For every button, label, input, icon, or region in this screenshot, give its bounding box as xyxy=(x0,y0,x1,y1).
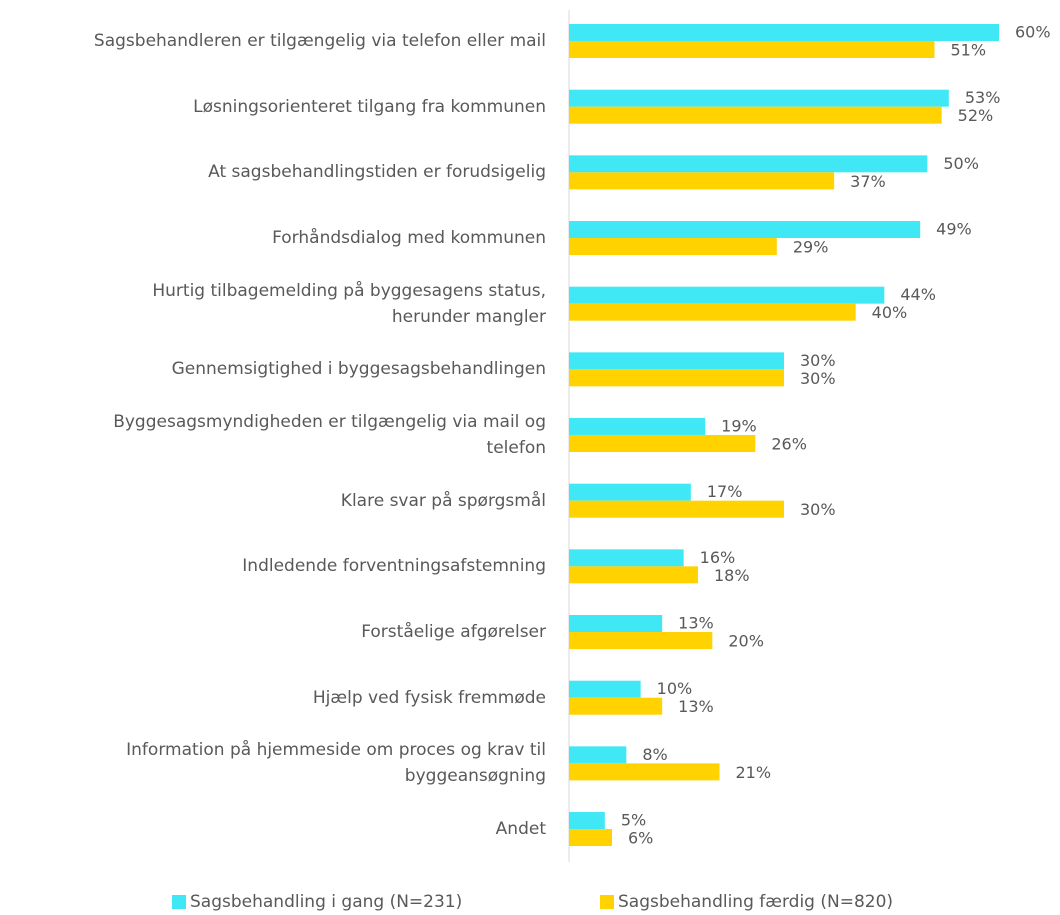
value-label: 50% xyxy=(943,154,979,173)
value-label: 10% xyxy=(657,679,693,698)
value-label: 26% xyxy=(771,435,807,454)
bar xyxy=(569,680,641,698)
value-label: 51% xyxy=(951,41,987,60)
value-label: 18% xyxy=(714,566,750,585)
value-label: 8% xyxy=(642,745,667,764)
category-label: Forhåndsdialog med kommunen xyxy=(272,228,546,248)
value-label: 60% xyxy=(1015,23,1051,42)
value-label: 49% xyxy=(936,220,972,239)
value-label: 37% xyxy=(850,172,886,191)
legend-item: Sagsbehandling færdig (N=820) xyxy=(600,890,893,914)
category-label: Forståelige afgørelser xyxy=(361,622,546,643)
value-label: 52% xyxy=(958,106,994,125)
value-label: 13% xyxy=(678,614,714,633)
bar xyxy=(569,352,784,370)
value-label: 53% xyxy=(965,88,1001,107)
bar xyxy=(569,483,691,501)
bar xyxy=(569,369,784,387)
value-label: 30% xyxy=(800,369,836,388)
bar xyxy=(569,615,663,633)
value-label: 40% xyxy=(872,303,908,322)
bar xyxy=(569,238,777,256)
value-label: 17% xyxy=(707,482,743,501)
legend-item: Sagsbehandling i gang (N=231) xyxy=(172,890,462,914)
value-label: 13% xyxy=(678,697,714,716)
bar xyxy=(569,89,949,107)
value-label: 30% xyxy=(800,351,836,370)
bar xyxy=(569,697,663,715)
bar xyxy=(569,155,928,173)
value-label: 21% xyxy=(736,763,772,782)
bar xyxy=(569,221,921,239)
bar xyxy=(569,632,713,650)
bar xyxy=(569,435,756,453)
category-label: Information på hjemmeside om proces og k… xyxy=(126,740,546,787)
legend-label: Sagsbehandling i gang (N=231) xyxy=(190,892,463,912)
bar xyxy=(569,303,856,321)
bar xyxy=(569,500,784,518)
bar xyxy=(569,24,999,41)
bar xyxy=(569,566,698,584)
category-label: Indledende forventningsafstemning xyxy=(242,556,546,577)
value-label: 16% xyxy=(700,548,736,567)
value-label: 44% xyxy=(900,285,936,304)
bar xyxy=(569,418,706,436)
bar xyxy=(569,829,612,847)
category-label: Hjælp ved fysisk fremmøde xyxy=(312,687,546,708)
value-label: 30% xyxy=(800,500,836,519)
bar xyxy=(569,812,605,830)
value-label: 29% xyxy=(793,238,829,257)
value-label: 19% xyxy=(721,417,757,436)
category-label: Sagsbehandleren er tilgængelig via telef… xyxy=(93,31,546,51)
category-label: Byggesagsmyndigheden er tilgængelig via … xyxy=(113,412,546,459)
legend-swatch xyxy=(172,895,186,909)
legend-swatch xyxy=(600,895,614,909)
bar xyxy=(569,106,942,124)
category-label: Løsningsorienteret tilgang fra kommunen xyxy=(193,96,546,117)
value-label: 6% xyxy=(628,829,653,848)
bar xyxy=(569,549,684,567)
category-label: Klare svar på spørgsmål xyxy=(340,490,546,511)
value-label: 20% xyxy=(728,632,764,651)
bar xyxy=(569,172,835,190)
legend-label: Sagsbehandling færdig (N=820) xyxy=(618,892,894,912)
bar xyxy=(569,746,627,764)
category-label: Hurtig tilbagemelding på byggesagens sta… xyxy=(152,280,546,327)
category-label: Andet xyxy=(495,819,546,840)
bar xyxy=(569,41,935,58)
bar xyxy=(569,763,720,781)
value-label: 5% xyxy=(621,811,646,830)
bar xyxy=(569,286,885,304)
category-label: At sagsbehandlingstiden er forudsigelig xyxy=(208,162,546,183)
category-label: Gennemsigtighed i byggesagsbehandlingen xyxy=(171,359,546,380)
